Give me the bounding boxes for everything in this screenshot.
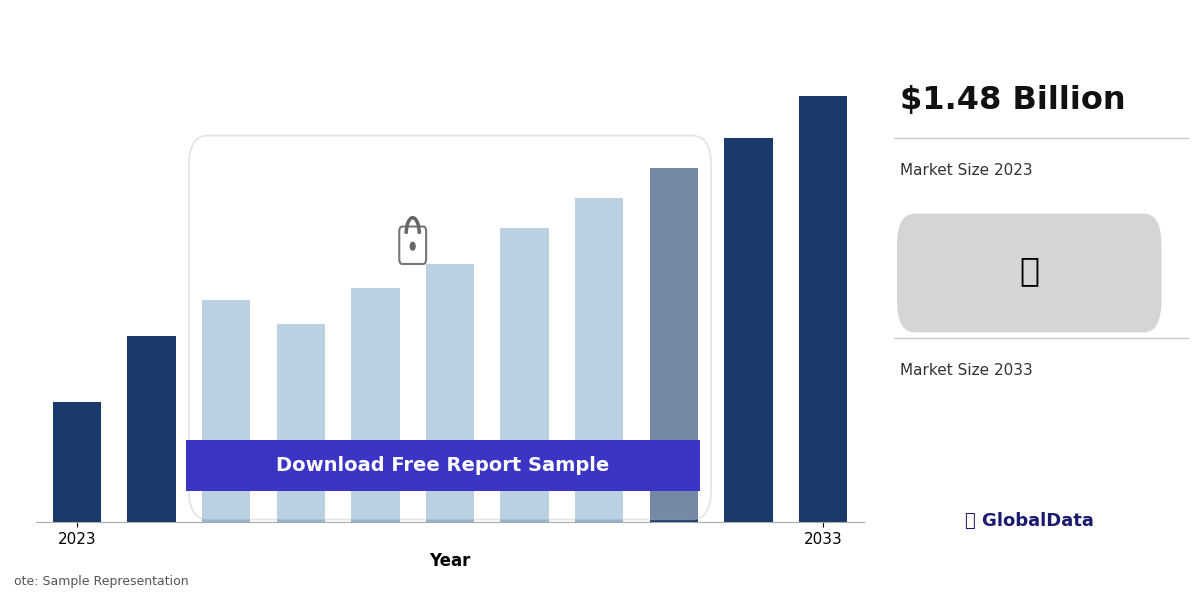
Text: Market Size 2023: Market Size 2023 bbox=[900, 163, 1032, 178]
Bar bbox=[724, 138, 773, 522]
Bar bbox=[799, 96, 847, 522]
Circle shape bbox=[410, 242, 415, 250]
Bar bbox=[202, 300, 251, 522]
Bar bbox=[127, 336, 176, 522]
Text: ote: Sample Representation: ote: Sample Representation bbox=[14, 575, 190, 588]
FancyBboxPatch shape bbox=[400, 227, 426, 264]
X-axis label: Year: Year bbox=[430, 552, 470, 570]
Bar bbox=[53, 402, 101, 522]
Bar bbox=[276, 324, 325, 522]
Bar bbox=[500, 228, 548, 522]
FancyBboxPatch shape bbox=[896, 214, 1162, 332]
Text: $1.48 Billion: $1.48 Billion bbox=[900, 85, 1126, 116]
Text: Market Size 2033: Market Size 2033 bbox=[900, 362, 1033, 378]
Bar bbox=[649, 168, 698, 522]
Text: ⓘ GlobalData: ⓘ GlobalData bbox=[965, 512, 1093, 530]
Bar bbox=[575, 198, 624, 522]
Text: 🔒: 🔒 bbox=[1019, 254, 1039, 287]
Bar bbox=[352, 288, 400, 522]
Bar bbox=[426, 264, 474, 522]
Text: Download Free Report Sample: Download Free Report Sample bbox=[276, 456, 610, 475]
FancyBboxPatch shape bbox=[188, 136, 712, 520]
